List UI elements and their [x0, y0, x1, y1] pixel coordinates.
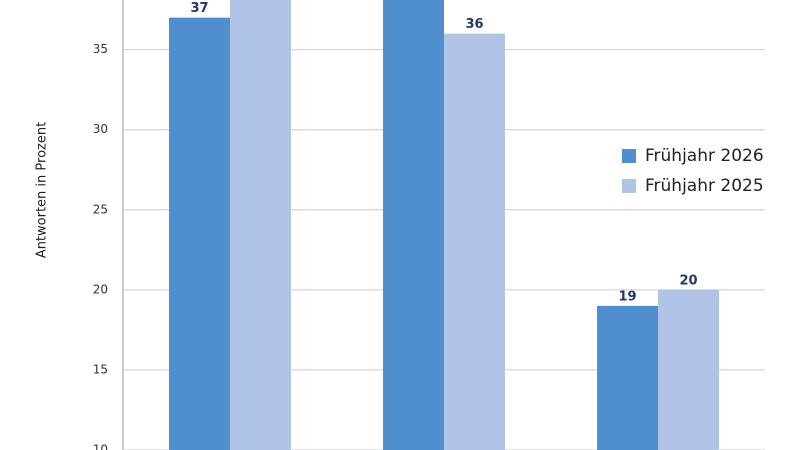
value-label: 37: [190, 1, 208, 16]
bar: [383, 0, 444, 450]
y-axis-title: Antworten in Prozent: [35, 122, 50, 258]
bar: [169, 17, 230, 450]
y-tick-label: 25: [93, 202, 108, 216]
value-label: 20: [679, 273, 697, 288]
y-tick-label: 15: [93, 362, 108, 376]
y-tick-label: 35: [93, 42, 108, 56]
bar: [658, 289, 719, 450]
y-tick-label: 20: [93, 282, 108, 296]
legend-swatch: [622, 149, 636, 163]
value-label: 19: [618, 289, 636, 304]
bar: [597, 305, 658, 450]
legend-label: Frühjahr 2025: [645, 176, 764, 196]
y-tick-label: 10: [93, 443, 108, 450]
legend-swatch: [622, 179, 636, 193]
legend-label: Frühjahr 2026: [645, 146, 764, 166]
value-label: 36: [465, 17, 483, 32]
bar: [230, 0, 291, 450]
bar: [444, 33, 505, 450]
y-tick-label: 30: [93, 122, 108, 136]
